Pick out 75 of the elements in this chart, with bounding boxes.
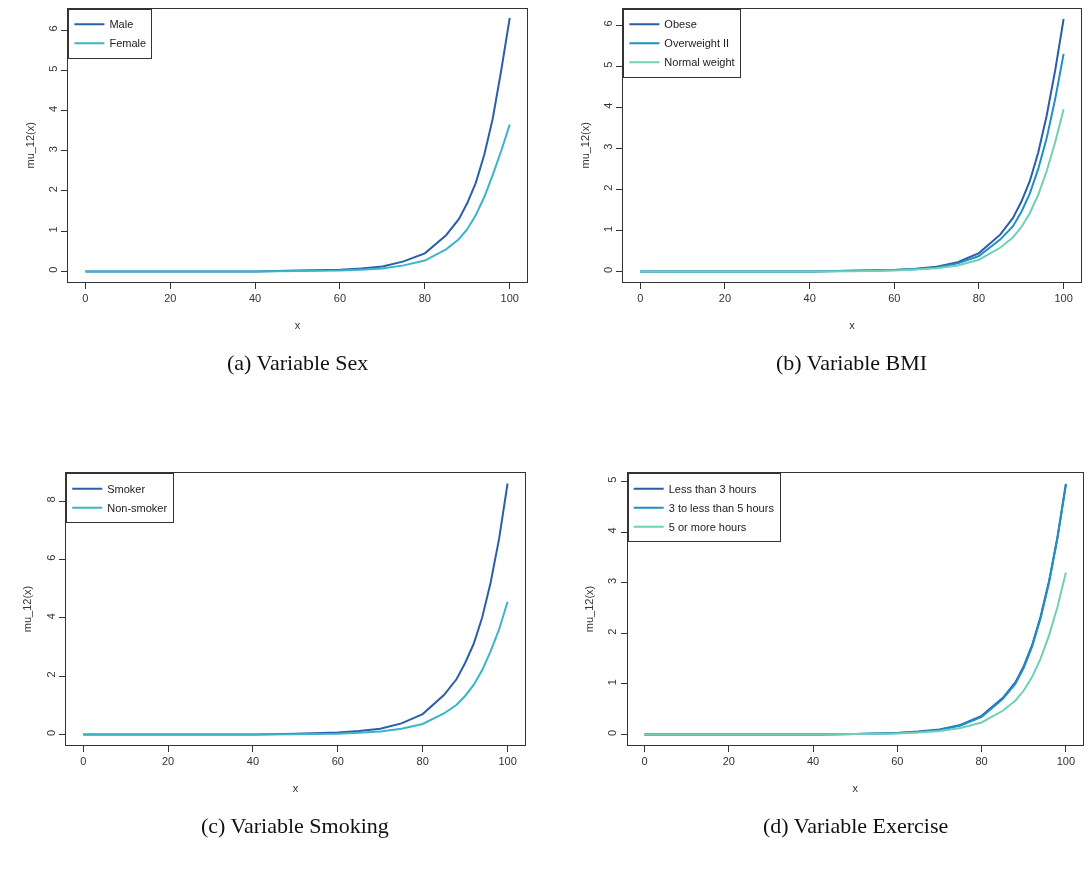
- y-axis-title: mu_12(x): [578, 122, 591, 169]
- y-axis-title: mu_12(x): [23, 122, 36, 169]
- x-tick-label: 20: [722, 754, 735, 767]
- x-tick-label: 40: [806, 754, 820, 767]
- y-tick-label: 5: [47, 65, 60, 72]
- x-tick-label: 60: [331, 754, 344, 767]
- y-tick-label: 2: [44, 671, 57, 678]
- x-axis-title: x: [852, 782, 859, 795]
- x-tick-label: 100: [500, 292, 519, 305]
- y-axis-title: mu_12(x): [21, 585, 34, 633]
- legend-label: Overweight II: [664, 37, 730, 50]
- y-tick-label: 1: [601, 225, 614, 232]
- x-axis-title: x: [294, 319, 301, 332]
- x-tick-label: 80: [975, 754, 988, 767]
- y-tick-label: 4: [606, 527, 619, 534]
- x-axis-title: x: [849, 319, 856, 332]
- legend-label: Non-smoker: [107, 502, 168, 515]
- x-axis-title: x: [292, 782, 299, 795]
- y-tick-label: 0: [601, 266, 614, 274]
- x-tick-label: 100: [1054, 292, 1073, 305]
- y-tick-label: 0: [606, 729, 619, 736]
- x-tick-label: 60: [333, 292, 347, 305]
- y-tick-label: 6: [44, 554, 57, 561]
- legend-label: Male: [109, 18, 134, 31]
- y-tick-label: 3: [606, 577, 619, 585]
- y-tick-label: 3: [601, 143, 614, 150]
- x-tick-label: 40: [246, 754, 260, 767]
- y-tick-label: 8: [44, 496, 57, 503]
- x-tick-label: 0: [82, 292, 89, 305]
- legend-label: 3 to less than 5 hours: [668, 502, 775, 515]
- text: (d) Variable Exercise: [763, 813, 949, 838]
- line-series: [82, 600, 509, 736]
- legend-label: Less than 3 hours: [668, 483, 757, 496]
- legend-label: Normal weight: [664, 56, 735, 69]
- y-tick-label: 2: [47, 186, 60, 193]
- x-tick-label: 40: [249, 292, 262, 305]
- x-tick-label: 60: [888, 292, 901, 305]
- y-tick-label: 2: [606, 628, 619, 635]
- y-tick-label: 5: [606, 476, 619, 483]
- line-series: [84, 123, 511, 273]
- text: (a) Variable Sex: [227, 350, 369, 375]
- x-tick-label: 100: [1056, 754, 1076, 767]
- y-tick-label: 2: [601, 184, 614, 191]
- y-tick-label: 1: [47, 226, 60, 233]
- text: (b) Variable BMI: [776, 350, 928, 375]
- x-tick-label: 20: [718, 292, 732, 305]
- x-tick-label: 60: [891, 754, 904, 767]
- y-tick-label: 0: [47, 266, 60, 273]
- x-tick-label: 20: [161, 754, 175, 767]
- legend-label: 5 or more hours: [668, 521, 747, 534]
- y-tick-label: 1: [606, 679, 619, 686]
- x-tick-label: 20: [164, 292, 177, 305]
- y-tick-label: 4: [44, 613, 57, 620]
- x-tick-label: 100: [498, 754, 517, 767]
- x-tick-label: 80: [972, 292, 986, 305]
- y-tick-label: 0: [44, 729, 57, 736]
- x-tick-label: 80: [416, 754, 429, 767]
- x-tick-label: 0: [80, 754, 87, 767]
- x-tick-label: 80: [418, 292, 431, 305]
- y-tick-label: 4: [47, 105, 60, 112]
- legend-label: Female: [109, 37, 147, 50]
- line-series: [639, 108, 1065, 273]
- legend-label: Smoker: [107, 483, 146, 496]
- legend-label: Obese: [664, 18, 697, 31]
- y-tick-label: 6: [47, 25, 60, 32]
- x-tick-label: 40: [803, 292, 816, 305]
- y-tick-label: 4: [601, 102, 614, 109]
- text: (c) Variable Smoking: [201, 813, 389, 838]
- x-tick-label: 0: [637, 292, 644, 305]
- y-tick-label: 5: [601, 61, 614, 68]
- y-tick-label: 6: [601, 20, 614, 27]
- x-tick-label: 0: [641, 754, 648, 767]
- line-series: [643, 571, 1067, 736]
- y-tick-label: 3: [47, 146, 60, 153]
- y-axis-title: mu_12(x): [582, 585, 595, 633]
